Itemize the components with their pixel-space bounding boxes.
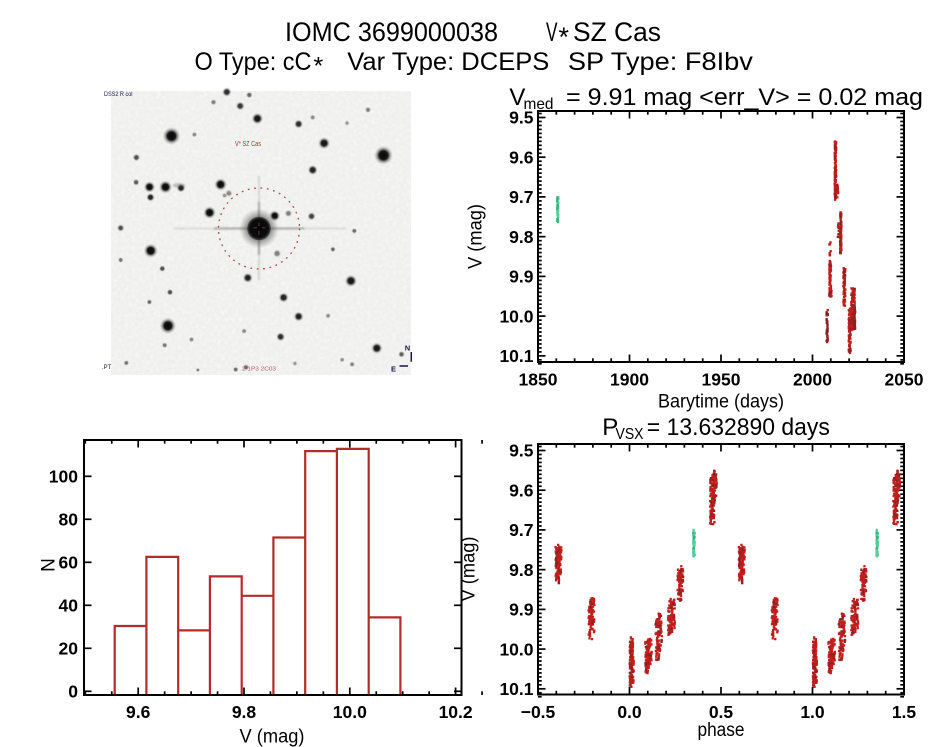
- svg-text:V: V: [509, 84, 525, 111]
- svg-text:V: V: [546, 17, 558, 47]
- svg-text:10.0: 10.0: [333, 702, 367, 722]
- svg-text:10.1: 10.1: [499, 679, 533, 699]
- svg-text:Var Type: DCEPS: Var Type: DCEPS: [347, 48, 549, 76]
- svg-text:1.0: 1.0: [800, 702, 825, 722]
- svg-text:60: 60: [59, 553, 79, 573]
- svg-text:9.6: 9.6: [509, 147, 534, 167]
- svg-text:*: *: [559, 22, 570, 52]
- svg-text:0: 0: [68, 682, 78, 702]
- svg-text:phase: phase: [698, 720, 745, 741]
- svg-text:10.1: 10.1: [499, 346, 533, 366]
- svg-text:0.0: 0.0: [617, 702, 642, 722]
- svg-text:V (mag): V (mag): [466, 204, 487, 269]
- svg-text:*: *: [314, 53, 324, 81]
- svg-text:VSX: VSX: [616, 426, 644, 443]
- svg-text:9.6: 9.6: [509, 480, 534, 500]
- svg-text:SP Type: F8Ibv: SP Type: F8Ibv: [568, 48, 754, 76]
- svg-text:E: E: [391, 365, 396, 374]
- svg-text:= 9.91 mag <err_V> = 0.02 mag: = 9.91 mag <err_V> = 0.02 mag: [566, 84, 923, 111]
- svg-text:9.5: 9.5: [509, 441, 534, 461]
- svg-text:N: N: [39, 558, 60, 572]
- svg-text:2 1P3 2C03: 2 1P3 2C03: [242, 367, 276, 373]
- svg-text:SZ Cas: SZ Cas: [573, 17, 661, 47]
- svg-text:1850: 1850: [519, 370, 558, 390]
- svg-text:9.8: 9.8: [232, 702, 257, 722]
- svg-text:V (mag): V (mag): [240, 727, 305, 747]
- svg-text:10.0: 10.0: [499, 639, 533, 659]
- svg-text:1.5: 1.5: [892, 702, 917, 722]
- svg-text:80: 80: [59, 510, 79, 530]
- svg-text:40: 40: [59, 596, 79, 616]
- svg-text:20: 20: [59, 639, 79, 659]
- svg-text:9.7: 9.7: [509, 520, 533, 540]
- svg-text:DSS2 R col: DSS2 R col: [104, 91, 133, 98]
- svg-text:9.8: 9.8: [509, 560, 534, 580]
- svg-text:9.7: 9.7: [509, 187, 533, 207]
- svg-text:9.8: 9.8: [509, 227, 534, 247]
- svg-text:9.6: 9.6: [126, 702, 151, 722]
- svg-text:2050: 2050: [885, 370, 924, 390]
- svg-text:1950: 1950: [702, 370, 741, 390]
- svg-text:Barytime (days): Barytime (days): [658, 392, 784, 413]
- svg-text:10.2: 10.2: [439, 702, 473, 722]
- svg-text:V* SZ Cas: V* SZ Cas: [235, 141, 261, 148]
- svg-text:med: med: [524, 96, 554, 113]
- svg-text:9.9: 9.9: [509, 600, 534, 620]
- svg-text:= 13.632890 days: = 13.632890 days: [647, 414, 830, 441]
- svg-text:100: 100: [49, 467, 78, 487]
- svg-text:V (mag): V (mag): [459, 537, 480, 602]
- svg-text:1900: 1900: [610, 370, 649, 390]
- svg-text:N: N: [405, 344, 410, 353]
- svg-text:−0.5: −0.5: [521, 702, 556, 722]
- svg-text:P: P: [602, 414, 618, 441]
- svg-text:9.9: 9.9: [509, 267, 534, 287]
- svg-text:10.0: 10.0: [499, 306, 533, 326]
- svg-text:IOMC 3699000038: IOMC 3699000038: [285, 17, 498, 47]
- svg-text:.PT: .PT: [102, 365, 112, 371]
- svg-text:0.5: 0.5: [709, 702, 734, 722]
- svg-text:O Type: cC: O Type: cC: [195, 48, 312, 76]
- svg-text:9.5: 9.5: [509, 108, 534, 128]
- svg-text:2000: 2000: [793, 370, 832, 390]
